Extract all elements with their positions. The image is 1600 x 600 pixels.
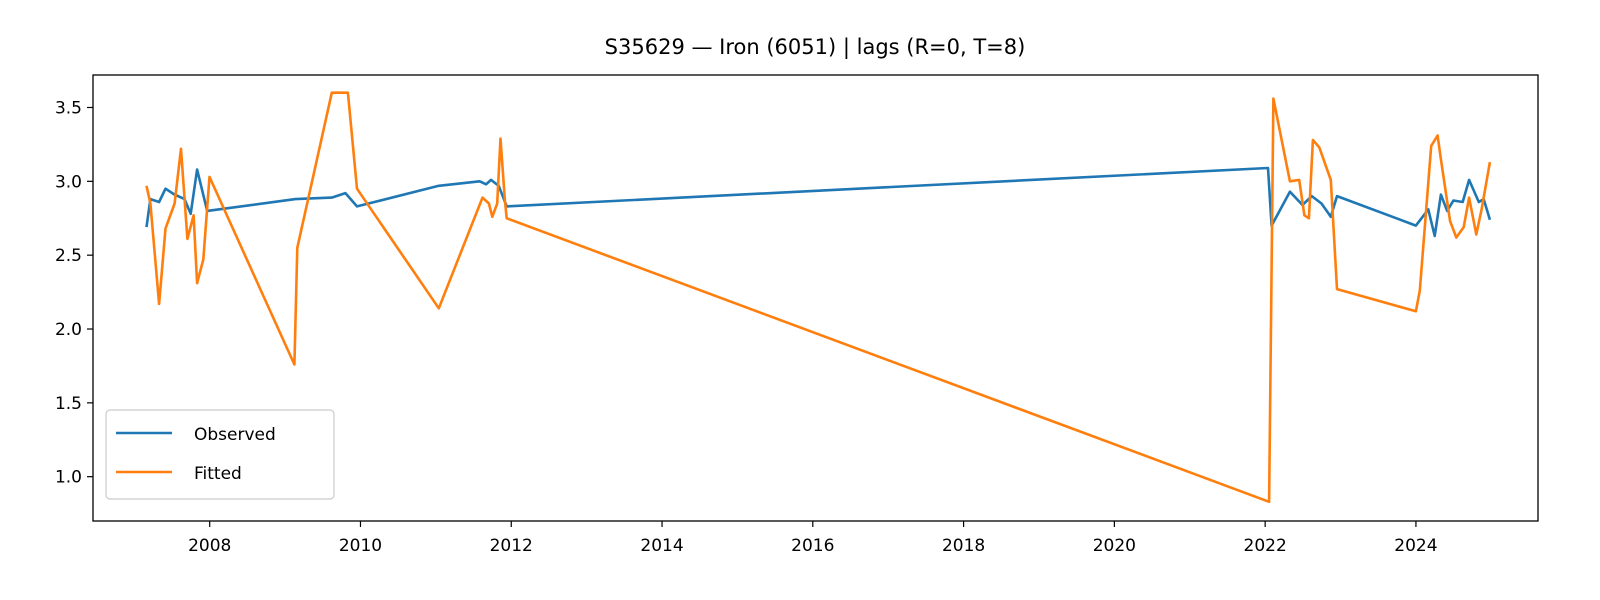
legend: Observed Fitted xyxy=(105,409,335,500)
x-tick-label: 2008 xyxy=(188,536,231,556)
x-tick-label: 2018 xyxy=(942,536,985,556)
plot-frame xyxy=(92,74,1539,522)
legend-label-fitted: Fitted xyxy=(194,464,242,484)
x-tick-label: 2014 xyxy=(640,536,683,556)
legend-box xyxy=(105,409,335,500)
x-tick-label: 2022 xyxy=(1244,536,1287,556)
x-tick-label: 2024 xyxy=(1394,536,1437,556)
series-line-fitted xyxy=(145,91,1492,504)
plot-area xyxy=(145,91,1492,504)
x-tick-label: 2016 xyxy=(791,536,834,556)
y-tick-label: 3.5 xyxy=(55,98,82,118)
x-axis: 2008 2010 2012 2014 2016 2018 2020 2022 2024 xyxy=(188,521,1438,556)
chart-title: S35629 — Iron (6051) | lags (R=0, T=8) xyxy=(605,35,1026,60)
x-tick-label: 2012 xyxy=(490,536,533,556)
y-tick-label: 1.0 xyxy=(55,468,82,488)
y-tick-label: 3.0 xyxy=(55,172,82,192)
y-tick-label: 2.5 xyxy=(55,246,82,266)
x-tick-label: 2020 xyxy=(1093,536,1136,556)
y-tick-label: 2.0 xyxy=(55,320,82,340)
legend-label-observed: Observed xyxy=(194,425,276,445)
y-axis: 1.0 1.5 2.0 2.5 3.0 3.5 xyxy=(55,98,93,488)
x-tick-label: 2010 xyxy=(339,536,382,556)
y-tick-label: 1.5 xyxy=(55,394,82,414)
series-line-observed xyxy=(145,166,1492,238)
